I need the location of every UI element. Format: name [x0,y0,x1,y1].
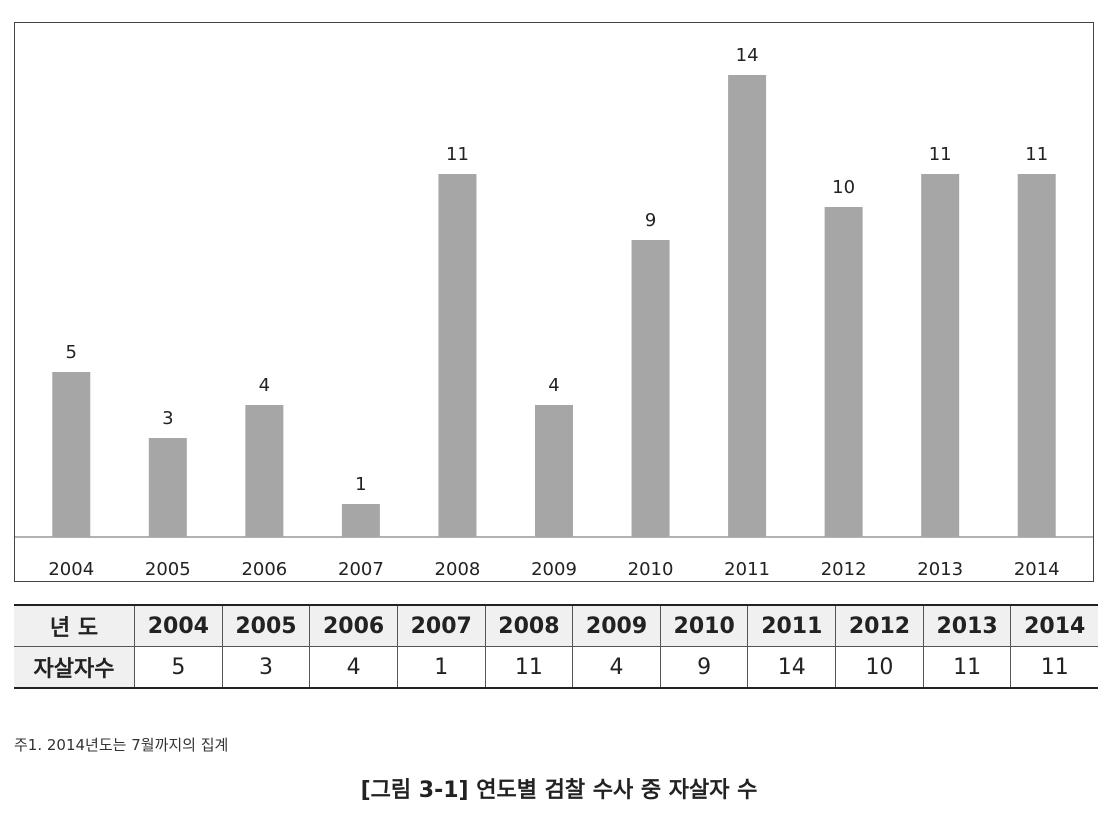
table-year-cell: 2014 [1010,604,1098,647]
footnote: 주1. 2014년도는 7월까지의 집계 [14,736,229,754]
table-count-cell: 1 [396,646,486,689]
table-year-cell: 2004 [134,604,223,647]
table-year-cell: 2007 [396,604,486,647]
bar-2014 [1017,174,1056,537]
bar-2011 [728,75,767,537]
bar-2008 [438,174,477,537]
table-year-cell: 2006 [309,604,398,647]
data-label-2005: 3 [162,408,173,429]
bar-2005 [148,438,187,537]
bar-2007 [341,504,380,537]
x-tick-label-2008: 2008 [435,559,481,580]
table-count-cell: 10 [835,646,924,689]
table-year-cell: 2008 [484,604,574,647]
bar-2009 [535,405,573,537]
data-label-2006: 4 [259,375,270,396]
table-count-cell: 4 [572,646,661,689]
count-row: 자살자수 5 3 4 1 11 4 9 14 10 11 11 [14,646,1098,689]
x-tick-label-2010: 2010 [628,559,674,580]
table-count-cell: 5 [134,646,223,689]
bar-2010 [631,240,670,537]
x-tick-label-2013: 2013 [917,559,963,580]
data-label-2010: 9 [645,210,656,231]
figure-caption: [그림 3-1] 연도별 검찰 수사 중 자살자 수 [360,778,758,803]
data-table: 년 도 2004 2005 2006 2007 2008 2009 2010 2011 2012… [14,604,1098,689]
bar-2004 [52,372,91,537]
table-count-cell: 11 [922,646,1012,689]
data-label-2012: 10 [832,177,855,198]
table-count-cell: 4 [309,646,398,689]
table-year-cell: 2013 [922,604,1012,647]
x-tick-label-2012: 2012 [821,559,867,580]
table-count-cell: 11 [1010,646,1098,689]
x-tick-label-2009: 2009 [531,559,577,580]
x-tick-label-2006: 2006 [241,559,287,580]
table-year-cell: 2012 [835,604,924,647]
bar-2013 [921,174,960,537]
bar-2006 [245,405,284,537]
table-count-cell: 9 [659,646,749,689]
x-tick-label-2005: 2005 [145,559,191,580]
table-count-cell: 14 [747,646,837,689]
data-label-2013: 11 [929,144,952,165]
bar-2012 [824,207,863,537]
data-label-2004: 5 [66,342,77,363]
table-year-cell: 2010 [659,604,749,647]
bar-chart: 5 2004 3 2005 4 2006 1 2007 11 2008 4 2009 9 2010 14 20… [14,22,1094,582]
chart-svg: 5 2004 3 2005 4 2006 1 2007 11 2008 4 2009 9 2010 14 20… [15,45,1093,580]
year-row: 년 도 2004 2005 2006 2007 2008 2009 2010 2011 2012… [14,604,1098,647]
year-row-header: 년 도 [14,604,135,647]
data-label-2011: 14 [736,45,759,66]
x-tick-label-2014: 2014 [1014,559,1060,580]
data-label-2008: 11 [446,144,469,165]
table-year-cell: 2005 [221,604,311,647]
table-year-cell: 2011 [747,604,837,647]
count-row-header: 자살자수 [14,646,135,689]
table-count-cell: 11 [484,646,574,689]
data-label-2014: 11 [1025,144,1048,165]
data-label-2007: 1 [355,474,366,495]
x-tick-label-2011: 2011 [724,559,770,580]
x-tick-label-2004: 2004 [48,559,94,580]
table-count-cell: 3 [221,646,311,689]
data-label-2009: 4 [548,375,559,396]
table-year-cell: 2009 [572,604,661,647]
x-tick-label-2007: 2007 [338,559,384,580]
